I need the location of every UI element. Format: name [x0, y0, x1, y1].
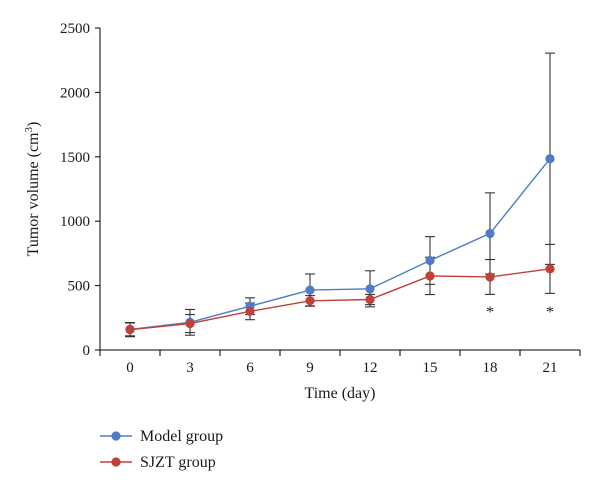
series-lines: [129, 158, 551, 331]
x-tick-label: 12: [363, 360, 378, 376]
data-point-sjzt-group: [125, 325, 135, 335]
y-axis-title: Tumor volume (cm3): [23, 122, 42, 257]
data-point-sjzt-group: [305, 296, 315, 306]
y-tick-label: 2500: [60, 21, 90, 37]
x-tick-label: 15: [423, 360, 438, 376]
y-axis-title-superscript: 3: [23, 126, 35, 132]
x-axis-title: Time (day): [305, 385, 376, 402]
data-point-sjzt-group: [485, 272, 495, 282]
y-tick-label: 2000: [60, 85, 90, 101]
error-bars: [125, 52, 555, 338]
legend-swatch-marker: [111, 457, 121, 467]
y-tick-label: 500: [68, 279, 91, 295]
data-point-model-group: [425, 255, 435, 266]
series-line-model-group: [129, 158, 551, 331]
data-point-sjzt-group: [545, 264, 555, 274]
data-point-model-group: [365, 284, 375, 294]
legend-item-model-group: Model group: [100, 428, 223, 445]
series-points: [125, 154, 555, 335]
data-point-model-group: [545, 154, 555, 164]
y-axis-title-main: Tumor volume (cm: [25, 132, 42, 256]
series-line-sjzt-group: [129, 268, 551, 331]
y-tick-label: 1500: [60, 150, 90, 166]
x-tick-label: 9: [306, 360, 314, 376]
data-point-model-group: [305, 285, 315, 295]
y-tick-label: 1000: [60, 214, 90, 230]
data-point-sjzt-group: [185, 318, 195, 329]
y-tick-label: 0: [83, 343, 91, 359]
legend-swatch-marker: [111, 431, 121, 441]
x-tick-label: 18: [483, 360, 498, 376]
data-point-sjzt-group: [425, 271, 435, 281]
significance-annotations: * *: [486, 304, 554, 321]
legend-label: SJZT group: [140, 454, 216, 471]
chart-axes: 0 500 1000 1500 2000 2500 0 3 6 9 12 15 18 21: [60, 21, 581, 376]
legend: Model group SJZT group: [100, 428, 223, 471]
significance-marker: *: [546, 304, 554, 321]
legend-item-sjzt-group: SJZT group: [100, 454, 216, 471]
x-tick-label: 21: [543, 360, 558, 376]
x-tick-label: 0: [126, 360, 134, 376]
data-point-model-group: [485, 228, 495, 239]
x-tick-label: 3: [186, 360, 194, 376]
x-tick-label: 6: [246, 360, 254, 376]
y-axis-title-close: ): [25, 122, 42, 127]
data-point-sjzt-group: [365, 294, 375, 305]
legend-label: Model group: [140, 428, 223, 445]
significance-marker: *: [486, 304, 494, 321]
data-point-sjzt-group: [245, 306, 255, 316]
